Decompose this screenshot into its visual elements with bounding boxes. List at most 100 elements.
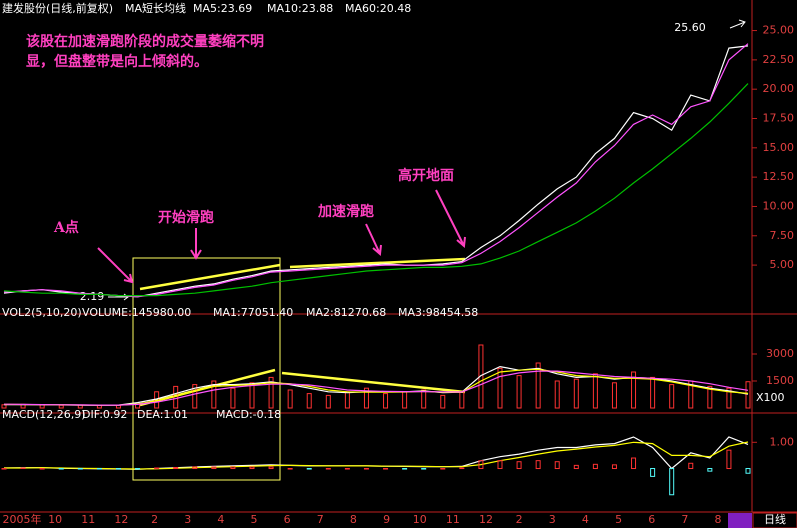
x-tick-label: 2 — [516, 513, 523, 526]
series-line — [4, 441, 749, 470]
y-tick-label: 15.00 — [763, 141, 795, 154]
bar — [650, 468, 656, 477]
bar — [287, 389, 293, 409]
series-line — [4, 365, 749, 406]
panel-title: 建发股份(日线,前复权) — [2, 1, 113, 15]
bar — [516, 375, 522, 409]
legend-entry: MA10:23.88 — [267, 2, 333, 15]
bar — [402, 391, 408, 409]
x-tick-label: 8 — [715, 513, 722, 526]
bar — [650, 376, 656, 409]
bar — [592, 373, 598, 409]
legend-entry: MA2:81270.68 — [306, 306, 386, 319]
bar — [363, 468, 369, 470]
bar — [77, 468, 83, 470]
y-tick-label: 5.00 — [770, 258, 795, 271]
trend-lines — [139, 257, 466, 407]
x-tick-label: 2 — [151, 513, 158, 526]
bar — [592, 463, 598, 470]
series-line — [3, 83, 749, 297]
x-tick-label: 5 — [615, 513, 622, 526]
x-tick-label: 12 — [114, 513, 128, 526]
bar — [631, 457, 637, 470]
y-tick-label: 1.00 — [770, 435, 795, 448]
y-tick-label: 25.00 — [763, 24, 795, 37]
label-a: A点 — [53, 219, 79, 236]
label-start: 开始滑跑 — [158, 209, 214, 226]
bar — [478, 344, 484, 409]
bar — [249, 382, 255, 409]
x-tick-label: 11 — [81, 513, 95, 526]
x-tick-label: 5 — [251, 513, 258, 526]
bar — [554, 461, 560, 470]
bar — [96, 468, 102, 470]
highlight-box — [132, 257, 281, 481]
bar — [135, 468, 141, 470]
bar — [535, 460, 541, 470]
bar — [631, 371, 637, 409]
bar — [344, 468, 350, 470]
bar — [268, 376, 274, 409]
y-tick-label: 22.50 — [763, 53, 795, 66]
bar — [669, 384, 675, 409]
label-takeoff: 高开地面 — [398, 167, 454, 184]
bar — [707, 468, 713, 472]
x-tick-label: 4 — [217, 513, 224, 526]
bar — [325, 394, 331, 409]
legend-entry: VOLUME:145980.00 — [82, 306, 191, 319]
bar — [363, 387, 369, 409]
bar — [1, 468, 7, 470]
x-tick-label: 3 — [549, 513, 556, 526]
bar — [154, 467, 160, 470]
x-tick-label: 10 — [413, 513, 427, 526]
series-line — [3, 436, 749, 470]
x-tick-label: 7 — [681, 513, 688, 526]
y-tick-label: 1500 — [766, 374, 794, 387]
bar — [421, 389, 427, 409]
x-tick-label: 6 — [648, 513, 655, 526]
annotation-arrows — [97, 189, 466, 284]
bar — [707, 385, 713, 409]
panel-title: VOL2(5,10,20) — [2, 306, 82, 319]
bar — [440, 468, 446, 470]
y-tick-label: 20.00 — [763, 82, 795, 95]
x-tick-label: 2005年 — [3, 512, 42, 526]
note: 该股在加速滑跑阶段的成交量萎缩不明 — [26, 33, 264, 50]
bar — [611, 382, 617, 409]
bar — [287, 468, 293, 470]
y-tick-label: 7.50 — [770, 229, 795, 242]
unit-label: X100 — [756, 391, 785, 404]
legend-entry: MA3:98454.58 — [398, 306, 478, 319]
bar — [211, 466, 217, 470]
bar — [745, 381, 751, 409]
bar — [115, 468, 121, 470]
series-line — [3, 43, 749, 298]
bar — [211, 380, 217, 409]
x-tick-label: 7 — [317, 513, 324, 526]
y-tick-label: 17.50 — [763, 112, 795, 125]
legend-entry: MACD:-0.18 — [216, 408, 281, 421]
x-tick-label: 10 — [48, 513, 62, 526]
x-tick-label: 4 — [582, 513, 589, 526]
series-line — [3, 45, 749, 298]
bar — [573, 464, 579, 470]
bar — [268, 466, 274, 470]
panel-title: MACD(12,26,9) — [2, 408, 86, 421]
bar — [478, 460, 484, 470]
bar — [611, 464, 617, 470]
y-tick-label: 3000 — [766, 347, 794, 360]
low-label: 2.19 — [80, 290, 105, 303]
bar — [402, 468, 408, 470]
bar — [516, 461, 522, 470]
legend-entry: MA1:77051.40 — [213, 306, 293, 319]
bar — [573, 378, 579, 409]
bar — [192, 466, 198, 470]
bar — [230, 466, 236, 470]
panel-subtitle: MA短长均线 — [125, 1, 186, 15]
x-tick-label: 12 — [479, 513, 493, 526]
bar — [325, 468, 331, 470]
period-label: 日线 — [764, 512, 786, 526]
y-tick-label: 10.00 — [763, 199, 795, 212]
bar — [459, 467, 465, 470]
x-tick-label: 11 — [446, 513, 460, 526]
